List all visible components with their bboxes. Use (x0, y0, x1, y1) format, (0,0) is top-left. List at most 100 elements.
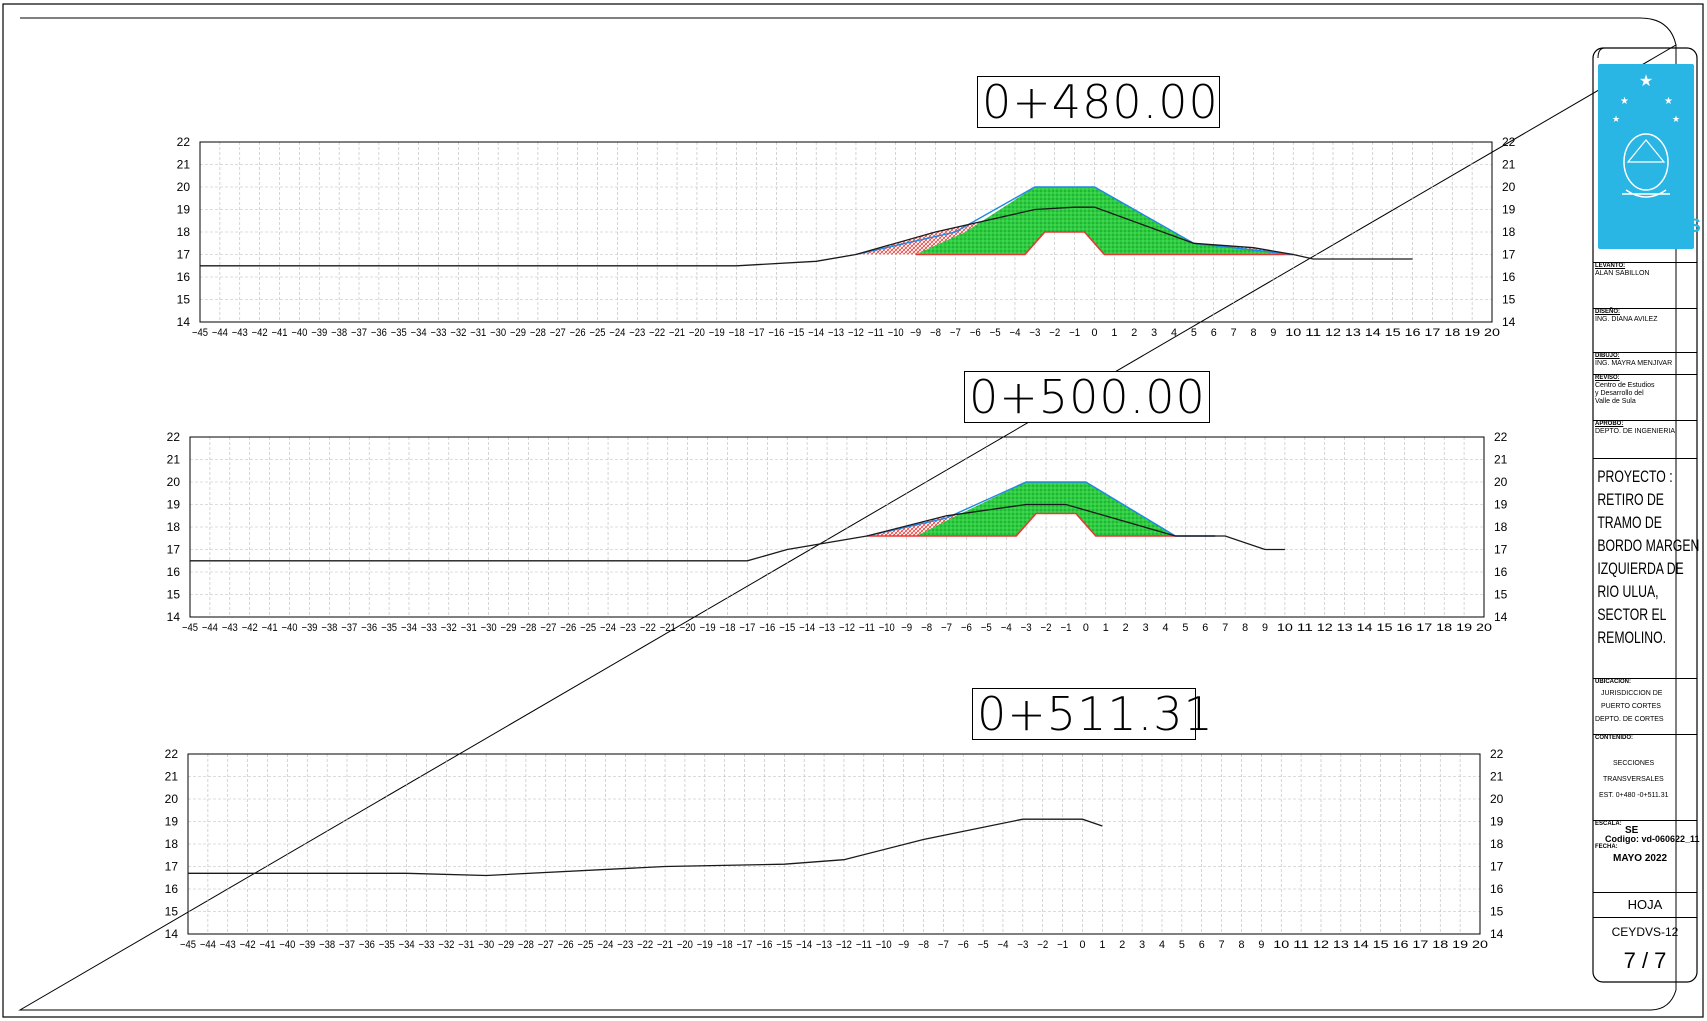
svg-text:★: ★ (1672, 114, 1680, 124)
titleblock-corner (1597, 47, 1606, 59)
y-tick-label-right: 15 (1494, 588, 1508, 602)
titleblock-border (1592, 47, 1698, 983)
proyecto-line-3: TRAMO DE (1597, 513, 1662, 532)
tb-ubicacion: UBICACION: JURISDICCION DE PUERTO CORTES… (1593, 678, 1697, 735)
x-tick-label: 15 (1385, 327, 1401, 339)
contenido-line-2: TRANSVERSALES (1603, 776, 1664, 783)
y-tick-label-right: 17 (1502, 248, 1516, 262)
x-tick-label: −34 (401, 622, 417, 634)
contenido-line-1: SECCIONES (1613, 760, 1655, 767)
x-tick-label: −3 (1017, 939, 1028, 951)
y-tick-label-right: 19 (1494, 498, 1508, 512)
x-tick-label: −37 (351, 327, 367, 339)
x-tick-label: −11 (856, 939, 872, 951)
x-tick-label: −39 (311, 327, 327, 339)
x-tick-label: −2 (1037, 939, 1048, 951)
proyecto-line-1: PROYECTO : (1597, 467, 1673, 486)
y-tick-label-right: 16 (1494, 565, 1508, 579)
x-tick-label: −41 (272, 327, 288, 339)
svg-text:★: ★ (1620, 96, 1629, 107)
x-tick-label: −12 (839, 622, 855, 634)
x-tick-label: 12 (1325, 327, 1341, 339)
diseno-label: DISEÑO: (1595, 309, 1621, 315)
x-tick-label: −24 (600, 622, 616, 634)
x-tick-label: −27 (550, 327, 566, 339)
inner-border (18, 17, 1677, 1011)
x-tick-label: −4 (1001, 622, 1012, 634)
x-tick-label: −18 (720, 622, 736, 634)
x-tick-label: 10 (1285, 327, 1301, 339)
y-tick-label-left: 14 (177, 315, 191, 329)
y-tick-label-left: 21 (167, 453, 181, 467)
y-tick-label-left: 15 (177, 293, 191, 307)
x-tick-label: −3 (1029, 327, 1040, 339)
x-tick-label: −33 (421, 622, 437, 634)
x-tick-label: 15 (1376, 622, 1392, 634)
x-tick-label: 18 (1436, 622, 1452, 634)
y-tick-label-right: 15 (1490, 905, 1504, 919)
x-tick-label: −16 (768, 327, 784, 339)
x-tick-label: 20 (1484, 327, 1500, 339)
x-tick-label: 4 (1159, 939, 1165, 951)
x-tick-label: 10 (1273, 939, 1289, 951)
x-tick-label: 5 (1191, 327, 1197, 339)
x-tick-label: −44 (212, 327, 228, 339)
x-tick-label: 4 (1171, 327, 1177, 339)
x-tick-label: 0 (1079, 939, 1085, 951)
x-tick-label: 6 (1202, 622, 1208, 634)
x-tick-label: −25 (580, 622, 596, 634)
x-tick-label: −14 (796, 939, 812, 951)
svg-text:★: ★ (1612, 114, 1620, 124)
svg-text:★: ★ (1639, 73, 1653, 90)
x-tick-label: −30 (490, 327, 506, 339)
x-tick-label: −30 (478, 939, 494, 951)
x-tick-label: −9 (901, 622, 912, 634)
y-tick-label-left: 21 (177, 158, 191, 172)
x-tick-label: −23 (617, 939, 633, 951)
x-tick-label: 17 (1412, 939, 1428, 951)
x-tick-label: −12 (848, 327, 864, 339)
contenido-line-3: EST. 0+480 -0+511.31 (1599, 792, 1669, 799)
x-tick-label: −45 (182, 622, 198, 634)
x-tick-label: −23 (620, 622, 636, 634)
y-tick-label-left: 18 (165, 837, 179, 851)
x-tick-label: −21 (669, 327, 685, 339)
codigo-value: Codigo: vd-060622_11 (1605, 834, 1700, 844)
x-tick-label: −36 (359, 939, 375, 951)
x-tick-label: −13 (819, 622, 835, 634)
x-tick-label: −38 (331, 327, 347, 339)
x-tick-label: −19 (709, 327, 725, 339)
x-tick-label: −34 (411, 327, 427, 339)
x-tick-label: 8 (1238, 939, 1244, 951)
x-tick-label: −28 (530, 327, 546, 339)
ubicacion-line-2: PUERTO CORTES (1601, 703, 1661, 710)
x-tick-label: 2 (1119, 939, 1125, 951)
x-tick-label: −26 (558, 939, 574, 951)
x-tick-label: −10 (888, 327, 904, 339)
x-tick-label: −7 (941, 622, 952, 634)
hoja-number: 7 / 7 (1623, 948, 1667, 973)
x-tick-label: −15 (776, 939, 792, 951)
x-tick-label: −43 (222, 622, 238, 634)
reviso-value-3: Valle de Sula (1595, 398, 1636, 405)
proyecto-line-5: IZQUIERDA DE (1597, 559, 1684, 578)
grid (199, 141, 1493, 323)
x-tick-label: −29 (498, 939, 514, 951)
x-tick-label: 0 (1091, 327, 1097, 339)
grid (189, 436, 1485, 618)
x-tick-label: 14 (1353, 939, 1369, 951)
dibujo-value: ING. MAYRA MENJIVAR (1595, 360, 1673, 367)
x-tick-label: −32 (450, 327, 466, 339)
x-tick-label: −35 (381, 622, 397, 634)
x-tick-label: −40 (282, 622, 298, 634)
x-tick-label: −16 (756, 939, 772, 951)
x-tick-label: −39 (301, 622, 317, 634)
y-tick-label-left: 22 (177, 135, 191, 149)
x-tick-label: 13 (1345, 327, 1361, 339)
plot-frame (187, 753, 1481, 935)
y-tick-label-right: 20 (1502, 180, 1516, 194)
x-tick-label: −9 (898, 939, 909, 951)
x-tick-label: 17 (1416, 622, 1432, 634)
coat-of-arms-icon: ★ ★ ★ ★ ★ (1612, 73, 1680, 198)
x-tick-label: 9 (1262, 622, 1268, 634)
